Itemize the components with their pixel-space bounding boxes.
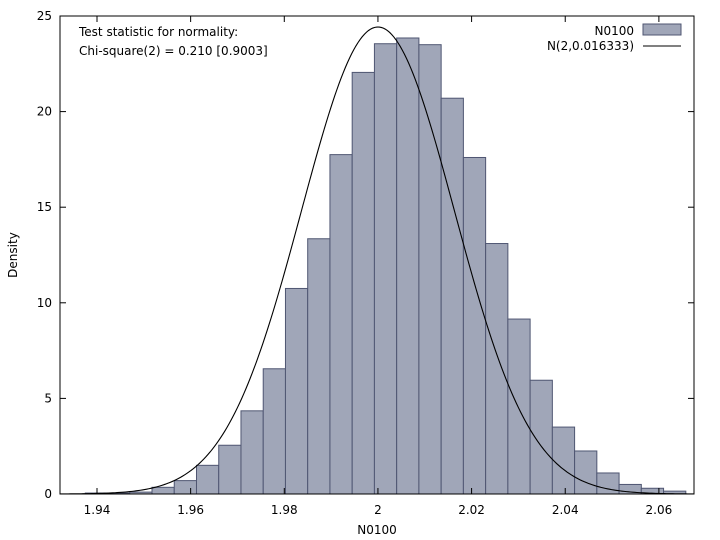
histogram-bar xyxy=(151,486,175,495)
histogram-bar xyxy=(440,97,464,495)
y-axis-ticks: 0 5 10 15 20 25 xyxy=(37,9,694,501)
y-tick-label: 5 xyxy=(44,391,52,405)
y-axis-label: Density xyxy=(6,232,20,278)
x-tick-label: 2 xyxy=(374,503,382,517)
y-tick-label: 0 xyxy=(44,487,52,501)
normal-density-curve xyxy=(59,26,695,495)
legend-label-normal: N(2,0.016333) xyxy=(547,39,634,53)
y-tick-label: 25 xyxy=(37,9,52,23)
histogram-bar xyxy=(418,44,442,495)
histogram-bar xyxy=(195,464,220,495)
y-tick-label: 20 xyxy=(37,105,52,119)
histogram-bar xyxy=(307,238,331,495)
x-axis-label: N0100 xyxy=(357,523,397,537)
x-tick-label: 2.06 xyxy=(646,503,673,517)
legend-label-histogram: N0100 xyxy=(594,24,634,38)
plot-frame xyxy=(59,15,695,495)
normality-test-statistic: Chi-square(2) = 0.210 [0.9003] xyxy=(79,44,268,58)
y-tick-label: 10 xyxy=(37,296,52,310)
histogram-bar xyxy=(485,243,509,495)
histogram-bar xyxy=(262,368,286,495)
x-axis-ticks: 1.94 1.96 1.98 2 2.02 2.04 2.06 xyxy=(84,16,673,517)
histogram-bar xyxy=(218,444,242,495)
histogram-bar xyxy=(284,287,309,495)
histogram-bar xyxy=(351,71,375,495)
x-tick-label: 1.94 xyxy=(84,503,111,517)
histogram-bar xyxy=(574,450,598,495)
histogram-bar xyxy=(529,379,553,495)
histogram-bar xyxy=(329,154,353,495)
y-tick-label: 15 xyxy=(37,200,52,214)
histogram-bar xyxy=(551,426,576,495)
x-tick-label: 1.98 xyxy=(271,503,298,517)
x-tick-label: 2.02 xyxy=(458,503,485,517)
x-tick-label: 2.04 xyxy=(552,503,579,517)
histogram-bars xyxy=(84,37,687,495)
histogram-bar xyxy=(173,480,197,495)
histogram-bar xyxy=(462,156,487,495)
histogram-bar xyxy=(507,318,531,495)
x-tick-label: 1.96 xyxy=(177,503,204,517)
normality-test-title: Test statistic for normality: xyxy=(78,25,238,39)
histogram-bar xyxy=(373,43,398,495)
legend-swatch-histogram xyxy=(642,23,682,36)
legend: N0100 N(2,0.016333) xyxy=(547,23,682,53)
histogram-bar xyxy=(396,37,420,495)
histogram-bar xyxy=(240,410,264,495)
